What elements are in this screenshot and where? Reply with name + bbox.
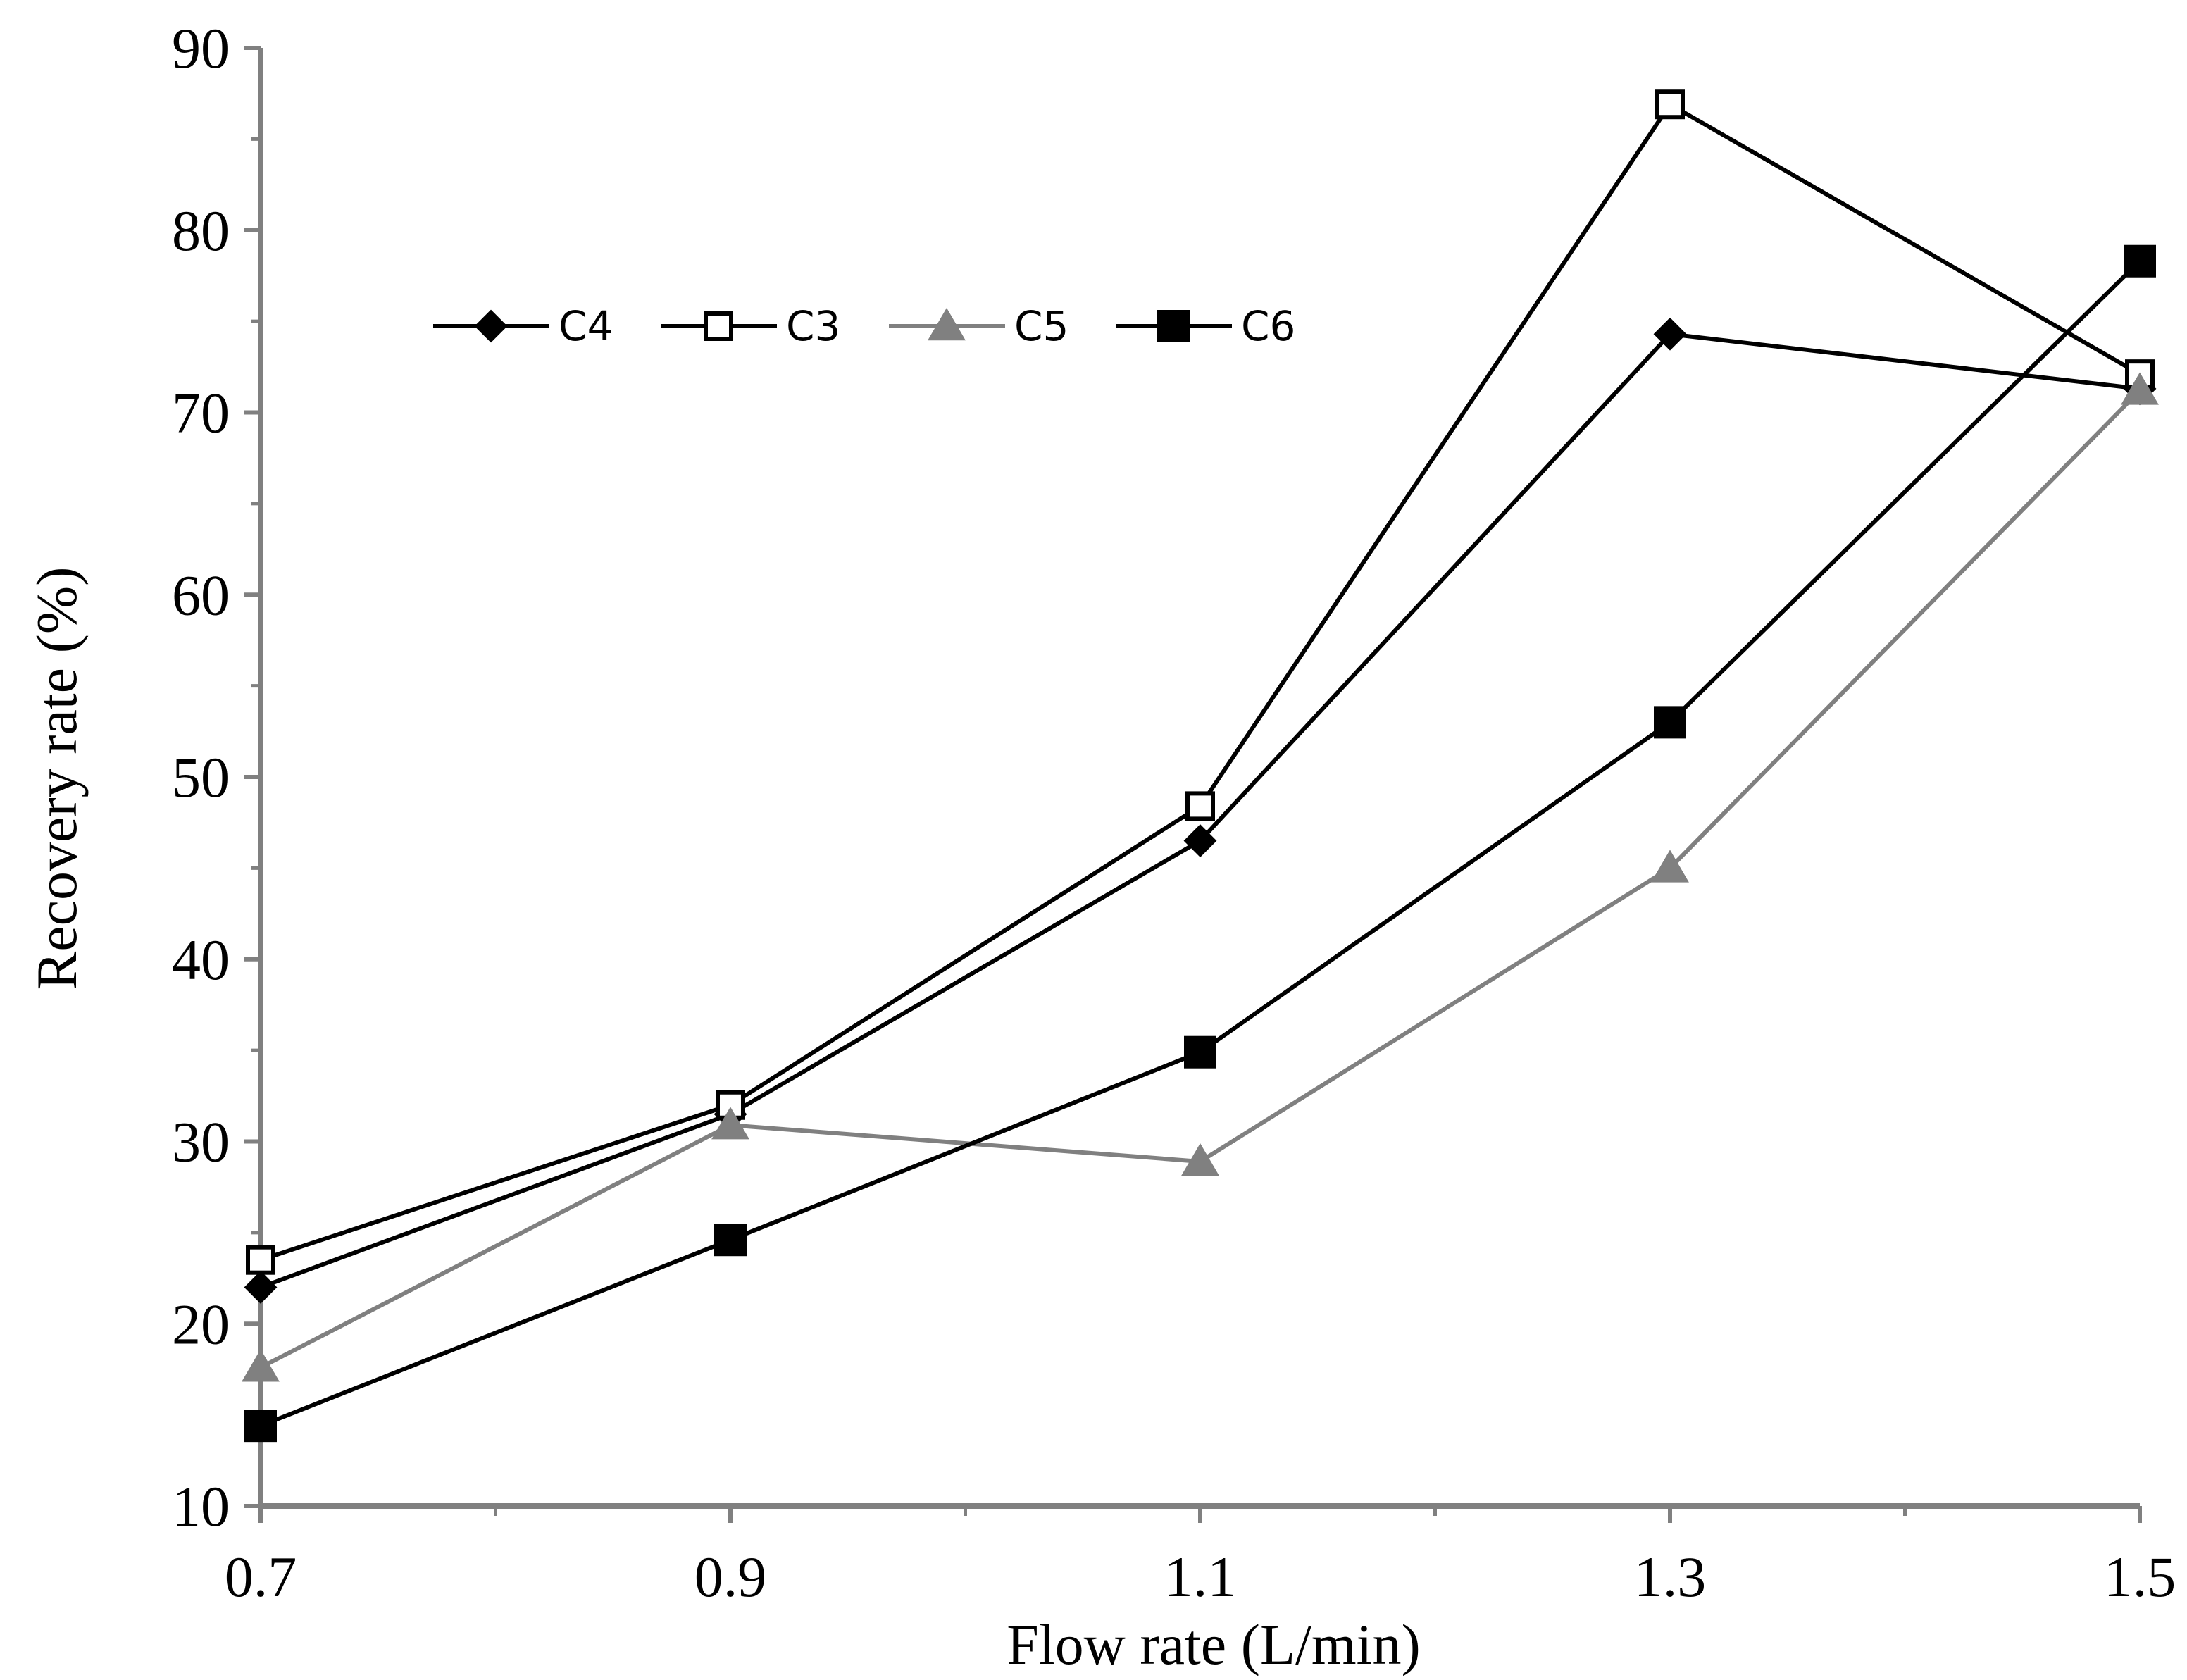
legend-marker-c6 xyxy=(1157,310,1190,342)
series-line-c3 xyxy=(260,102,2141,1262)
legend-marker-c3 xyxy=(704,311,733,341)
y-tick-label: 70 xyxy=(172,381,230,445)
data-point-c5 xyxy=(1181,1143,1219,1176)
legend-label-c5: C5 xyxy=(1014,302,1068,350)
x-tick-label: 1.5 xyxy=(2104,1545,2176,1609)
x-axis-title: Flow rate (L/min) xyxy=(1007,1612,1421,1676)
x-tick-label: 0.9 xyxy=(694,1545,767,1609)
data-point-c4 xyxy=(244,1271,278,1304)
data-point-c6 xyxy=(244,1410,277,1443)
y-tick-label: 90 xyxy=(172,16,230,80)
x-tick-label: 1.3 xyxy=(1634,1545,1707,1609)
x-tick-label: 0.7 xyxy=(225,1545,297,1609)
legend-marker-c4 xyxy=(474,309,508,343)
axes xyxy=(258,48,2140,1509)
data-point-c3 xyxy=(246,1245,275,1275)
data-point-c4 xyxy=(1183,824,1217,857)
y-tick-label: 60 xyxy=(172,563,230,627)
series-markers xyxy=(242,89,2159,1443)
y-tick-label: 80 xyxy=(172,199,230,263)
y-axis-title: Recovery rate (%) xyxy=(25,567,89,990)
legend-label-c3: C3 xyxy=(786,302,840,350)
data-point-c6 xyxy=(1184,1035,1216,1069)
x-axis-ticks: 0.7 0.9 1.1 1.3 1.5 xyxy=(225,1506,2176,1609)
data-point-c5 xyxy=(2121,372,2159,405)
data-point-c6 xyxy=(1654,706,1686,739)
data-point-c3 xyxy=(1655,89,1685,120)
data-point-c3 xyxy=(1185,791,1215,821)
legend-label-c4: C4 xyxy=(559,302,613,350)
y-tick-label: 40 xyxy=(172,928,230,992)
legend-label-c6: C6 xyxy=(1241,302,1295,350)
series-lines xyxy=(259,102,2142,1428)
data-point-c6 xyxy=(2124,244,2156,278)
data-point-c6 xyxy=(714,1224,747,1257)
legend: C4 C3 C5 C6 xyxy=(433,302,1295,350)
y-axis-ticks: 10 20 30 40 50 60 70 80 90 xyxy=(172,16,261,1538)
y-tick-label: 20 xyxy=(172,1292,230,1356)
data-point-c5 xyxy=(1651,850,1689,883)
data-point-c5 xyxy=(242,1349,280,1382)
data-point-c4 xyxy=(1653,317,1687,351)
data-point-c5 xyxy=(711,1107,749,1140)
x-tick-label: 1.1 xyxy=(1164,1545,1237,1609)
y-tick-label: 50 xyxy=(172,745,230,809)
y-tick-label: 10 xyxy=(172,1474,230,1538)
y-tick-label: 30 xyxy=(172,1110,230,1174)
legend-marker-c5 xyxy=(928,308,966,341)
